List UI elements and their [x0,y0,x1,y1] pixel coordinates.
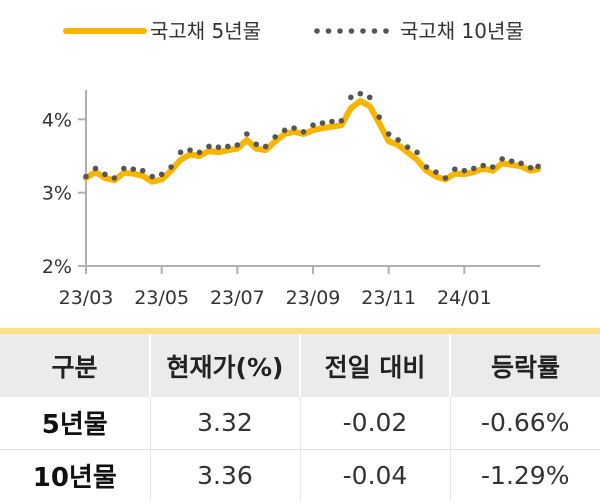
series-point-10y [253,141,260,148]
series-point-10y [518,160,524,167]
x-tick-label: 23/07 [210,287,265,309]
legend-swatch-10y [314,28,389,34]
series-point-10y [470,165,477,172]
series-point-10y [442,175,449,181]
series-point-10y [376,114,383,120]
header-change-rate: 등락률 [449,331,600,397]
row-rate: -0.66% [449,397,600,450]
series-point-10y [348,94,354,101]
series-point-10y [130,166,137,172]
series-point-10y [206,143,212,150]
legend-dot [337,28,343,34]
x-axis-ticks: 23/03 23/05 23/07 23/09 23/11 24/01 [59,266,492,309]
series-point-10y [489,164,496,170]
series-point-10y [310,122,316,128]
header-category: 구분 [51,352,98,382]
y-tick-label: 3% [42,183,72,205]
series-point-10y [385,131,392,137]
series-point-10y [291,125,297,131]
series-point-10y [527,164,534,171]
series-point-10y [139,167,146,174]
series-point-10y [234,142,241,148]
series-point-10y [215,144,222,150]
series-point-10y [225,143,231,150]
series-point-10y [281,127,288,134]
series-point-10y [414,149,420,156]
legend-dot [314,28,320,34]
series-point-10y [329,118,335,125]
series-point-10y [92,165,99,172]
series-point-10y [83,173,89,180]
table-header-row: 구분 현재가(%) 전일 대비 등락률 [0,331,600,397]
series-point-10y [433,169,439,175]
legend-dot [360,28,366,34]
bond-yield-chart: 국고채 5년물 국고채 10년물 2%3%4% 23/03 23/05 23/07 2… [42,19,542,309]
row-name: 10년물 [32,462,117,493]
y-tick-label: 2% [42,256,72,278]
series-point-10y [187,147,193,153]
table-row: 10년물 3.36 -0.04 -1.29% [0,449,600,501]
x-tick-label: 23/05 [134,287,189,309]
series-point-10y [262,143,269,150]
x-tick-label: 23/09 [286,287,341,309]
x-tick-label: 23/03 [59,287,114,309]
series-point-10y [102,171,108,178]
row-price: 3.32 [149,397,300,450]
series-point-10y [196,149,203,156]
x-tick-label: 24/01 [437,287,492,309]
yield-summary-table: 구분 현재가(%) 전일 대비 등락률 5년물 3.32 -0.02 -0.66… [0,328,600,501]
series-point-10y [168,164,174,170]
series-point-10y [158,171,165,178]
series-point-10y [499,156,505,162]
series-point-10y [423,164,430,170]
series-point-10y [395,137,401,143]
legend-dot [348,28,355,34]
series-point-10y [404,144,411,150]
series-point-10y [149,173,156,180]
legend-label-5y: 국고채 5년물 [150,19,261,43]
legend-label-10y: 국고채 10년물 [400,19,524,43]
x-tick-label: 23/11 [361,287,416,309]
legend-dot [325,28,332,34]
yield-summary-section: 구분 현재가(%) 전일 대비 등락률 5년물 3.32 -0.02 -0.66… [0,328,600,504]
series-point-10y [111,175,118,181]
series-point-10y [366,94,373,101]
row-name: 5년물 [0,397,150,450]
legend: 국고채 5년물 국고채 10년물 [63,19,524,43]
row-rate: -1.29% [449,449,600,501]
row-price: 3.36 [149,449,300,501]
y-axis-ticks: 2% 3% 4% [42,109,86,278]
series-point-10y [177,149,184,156]
series-point-10y [480,162,487,169]
series-point-10y [319,120,326,126]
row-change: -0.04 [299,449,450,501]
y-tick-label: 4% [42,109,72,131]
header-daily-change: 전일 대비 [299,331,450,397]
series-point-10y [300,129,307,135]
series-point-10y [452,166,458,172]
legend-dot [383,28,389,34]
series-point-10y [243,131,250,137]
row-change: -0.02 [299,397,450,450]
header-current-price: 현재가(%) [149,331,300,397]
series-point-10y [535,163,541,170]
series-point-10y [272,134,278,140]
series-line-5y [83,98,542,185]
series-point-10y [338,118,345,124]
plot-area [83,90,542,185]
series-point-10y [357,90,364,97]
series-point-10y [508,158,515,164]
table-row: 5년물 3.32 -0.02 -0.66% [0,397,600,450]
series-point-10y [121,165,127,172]
series-point-10y [461,167,468,174]
legend-dot [371,28,378,34]
